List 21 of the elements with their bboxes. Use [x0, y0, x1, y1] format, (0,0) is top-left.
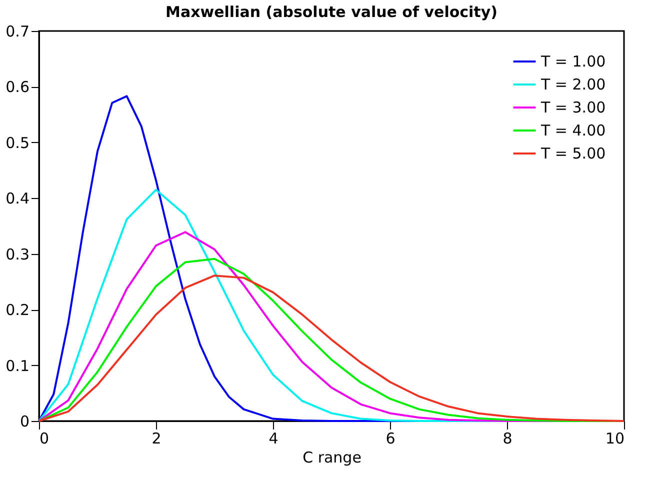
y-tick-label: 0.1	[6, 356, 30, 375]
y-tick-label: 0	[20, 412, 30, 430]
legend-label: T = 3.00	[540, 98, 606, 116]
legend-label: T = 4.00	[540, 122, 606, 140]
y-tick-label: 0.7	[6, 22, 30, 40]
y-tick-label: 0.5	[6, 134, 30, 152]
x-tick-label: 4	[268, 430, 278, 448]
legend-label: T = 1.00	[540, 52, 606, 70]
x-tick-label: 6	[386, 430, 396, 448]
y-tick-label: 0.3	[6, 245, 30, 264]
y-tick-label: 0.4	[6, 190, 30, 208]
x-tick-label: 2	[152, 430, 162, 448]
x-axis-title: C range	[302, 448, 362, 466]
x-tick-label: 8	[502, 430, 512, 448]
legend-label: T = 5.00	[540, 144, 606, 162]
y-tick-label: 0.2	[6, 301, 30, 320]
y-tick-label: 0.6	[6, 78, 30, 96]
x-tick-label: 10	[605, 430, 624, 448]
chart-title: Maxwellian (absolute value of velocity)	[166, 3, 498, 21]
legend-label: T = 2.00	[540, 76, 606, 94]
x-tick-label: 0	[40, 430, 50, 448]
